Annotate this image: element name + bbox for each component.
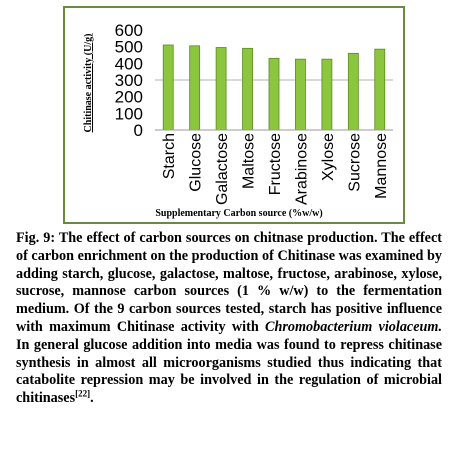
category-label-mannose: Mannose [373, 133, 390, 199]
category-label-starch: Starch [161, 133, 178, 179]
category-label-sucrose: Sucrose [346, 133, 363, 192]
bar-arabinose [295, 58, 306, 131]
category-label-glucose: Glucose [188, 133, 205, 192]
category-label-maltose: Maltose [241, 133, 258, 189]
caption-species: Chromobacterium violaceum. [265, 318, 442, 335]
bar-starch [162, 44, 174, 131]
caption-text-after: In general glucose addition into media w… [16, 336, 442, 407]
caption-end: . [90, 390, 94, 407]
y-tick-label-3: 300 [115, 71, 143, 90]
y-tick-label-6: 600 [115, 21, 143, 40]
caption-reference: [22] [75, 388, 91, 399]
figure-caption: Fig. 9: The effect of carbon sources on … [16, 230, 442, 408]
caption-text-before: The effect of carbon sources on chitnase… [16, 230, 442, 335]
category-label-galactose: Galactose [214, 133, 231, 205]
bar-xylose [321, 58, 333, 131]
bar-galactose [215, 47, 227, 131]
category-label-arabinose: Arabinose [293, 133, 310, 205]
y-tick-label-2: 200 [115, 88, 143, 107]
y-axis-label-group: Chitinase activity (U/g) [83, 34, 94, 133]
y-tick-label-4: 400 [115, 54, 143, 73]
chart-frame: Chitinase activity (U/g) 0 100 200 300 400 50… [63, 6, 405, 224]
bar-maltose [242, 47, 253, 131]
caption-label: Fig. 9: [16, 230, 56, 246]
bar-chart: Chitinase activity (U/g) 010020030040050… [83, 21, 393, 219]
bars [162, 44, 386, 131]
category-label-xylose: Xylose [320, 133, 337, 181]
y-tick-label-1: 100 [115, 104, 143, 123]
bar-glucose [189, 45, 201, 131]
y-tick-label-5: 500 [115, 38, 143, 57]
y-axis-label: Chitinase activity (U/g) [83, 34, 94, 133]
bar-fructose [268, 57, 280, 131]
x-axis-label: Supplementary Carbon source (%w/w) [155, 208, 322, 219]
bar-mannose [374, 48, 386, 131]
bar-sucrose [347, 52, 359, 131]
y-tick-label-0: 0 [134, 121, 143, 140]
category-label-fructose: Fructose [267, 133, 284, 195]
category-labels: Starch Glucose Galactose Maltose Fructose Ara… [161, 133, 390, 205]
